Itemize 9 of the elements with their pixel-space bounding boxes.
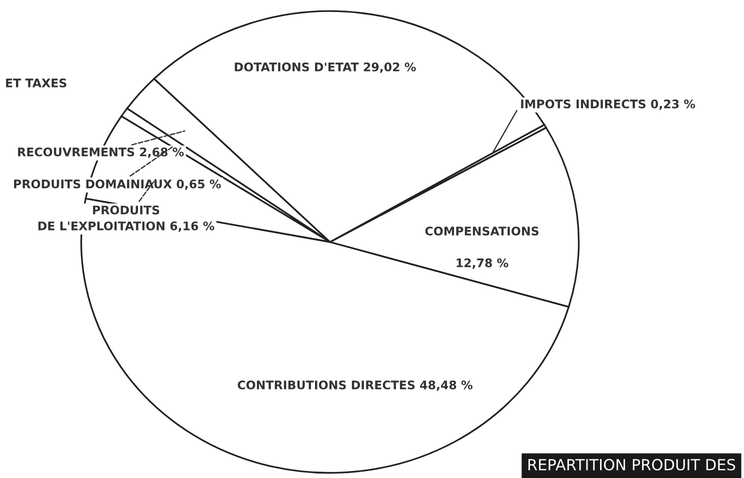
text: ET TAXES (6, 78, 66, 88)
slice-label: PRODUITS DE L'EXPLOITATION 6,16 % (38, 206, 214, 232)
slice-label: PRODUITS DOMAINIAUX 0,65 % (14, 179, 221, 190)
slice-label: IMPOTS INDIRECTS 0,23 % (521, 99, 696, 110)
slice-label: CONTRIBUTIONS DIRECTES 48,48 % (238, 380, 472, 391)
data-label: 12,78 % (456, 258, 508, 269)
slice-label: COMPENSATIONS (425, 226, 538, 236)
text: REPARTITION PRODUIT DES (528, 458, 736, 470)
slice-label: DOTATIONS D'ETAT 29,02 % (234, 62, 416, 73)
